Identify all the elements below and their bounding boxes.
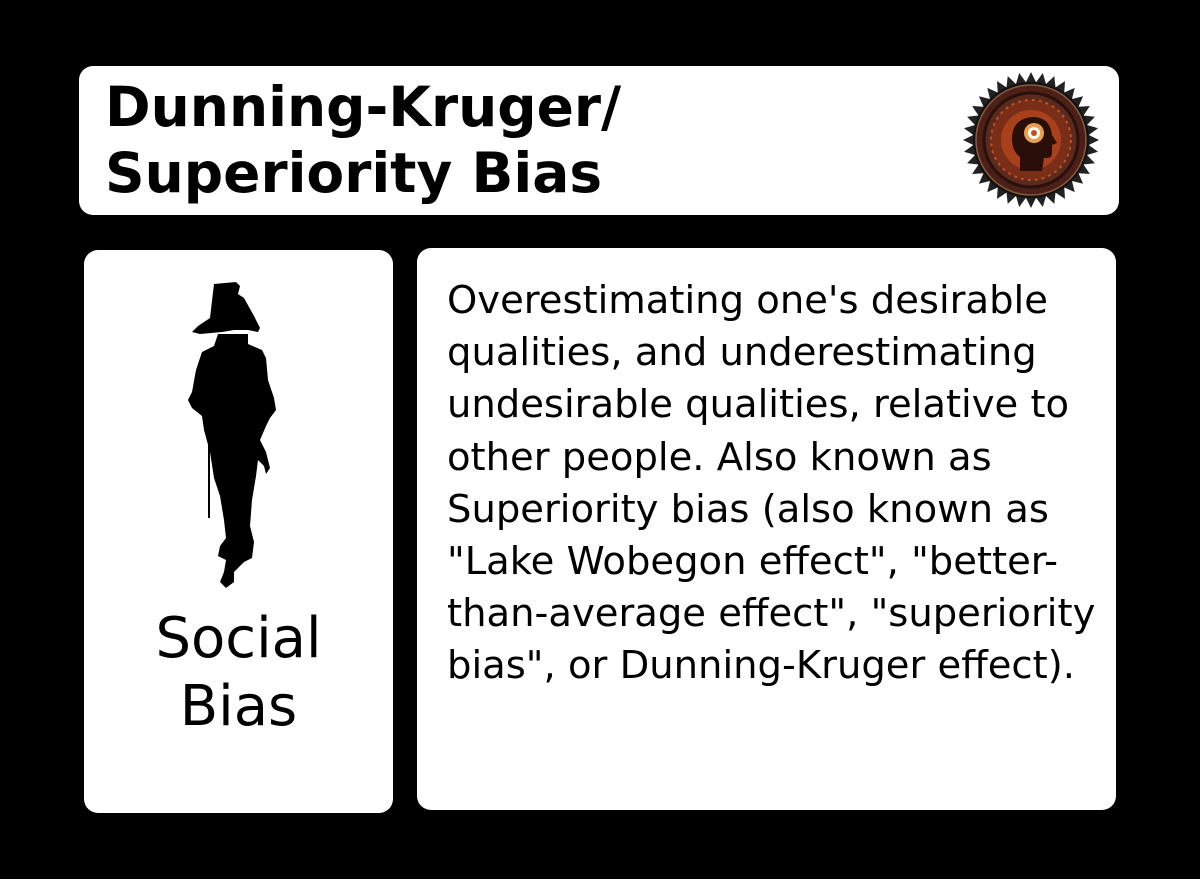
card-title: Dunning-Kruger/ Superiority Bias xyxy=(105,75,622,205)
person-silhouette-icon xyxy=(188,282,276,588)
description-card: Overestimating one's desirable qualities… xyxy=(417,248,1116,810)
category-line-1: Social xyxy=(155,606,322,671)
category-line-2: Bias xyxy=(179,674,298,739)
category-label: Social Bias xyxy=(84,605,393,741)
category-card: Social Bias xyxy=(84,250,393,813)
title-card: Dunning-Kruger/ Superiority Bias xyxy=(79,66,1119,215)
description-text: Overestimating one's desirable qualities… xyxy=(447,278,1096,689)
brain-seal-icon xyxy=(963,72,1099,208)
